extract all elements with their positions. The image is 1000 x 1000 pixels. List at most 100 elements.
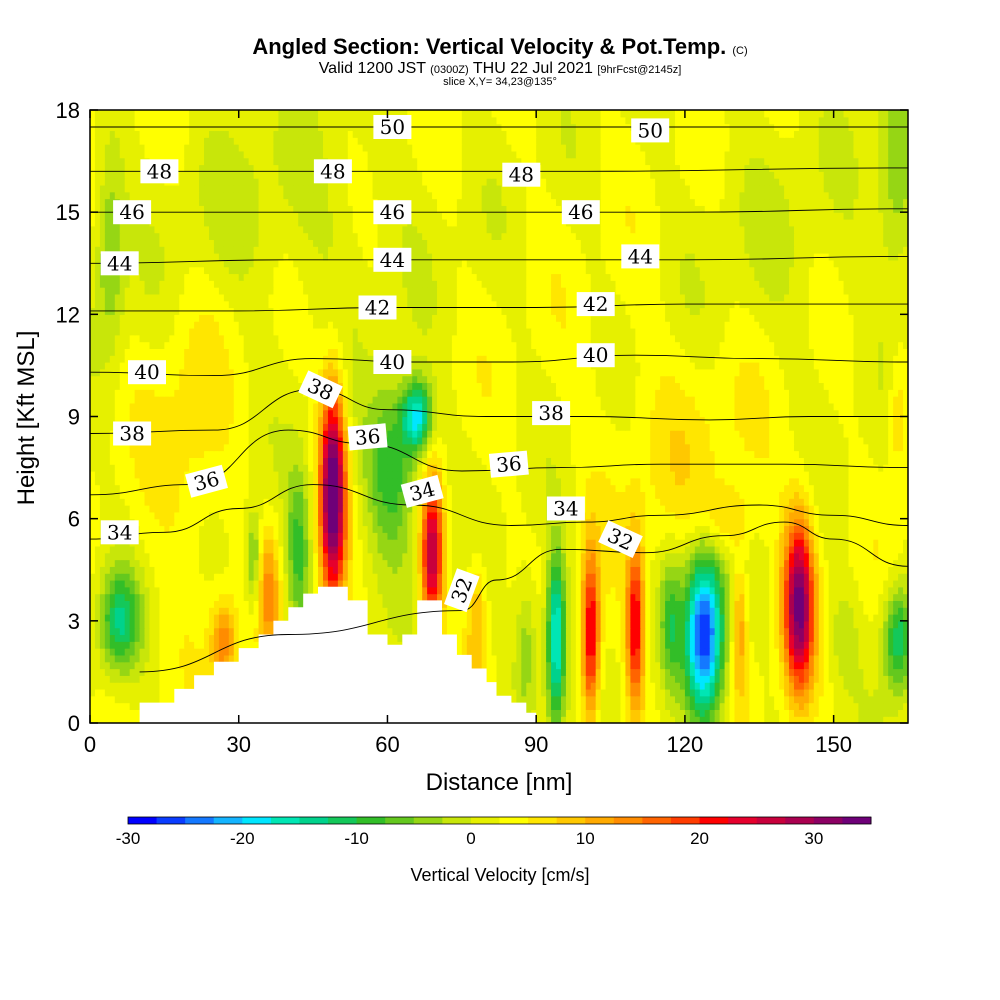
velocity-cell [392,539,398,547]
velocity-cell [689,532,696,540]
velocity-cell [630,709,636,717]
velocity-cell [392,573,398,581]
velocity-cell [288,545,294,554]
velocity-cell [883,709,889,717]
velocity-cell [813,654,820,663]
velocity-cell [164,532,170,540]
velocity-cell [556,709,562,717]
velocity-cell [749,552,755,561]
velocity-cell [551,661,557,670]
velocity-cell [630,600,636,608]
velocity-cell [446,614,453,622]
velocity-cell [843,566,850,574]
velocity-cell [808,539,815,547]
velocity-cell [144,539,151,547]
velocity-cell [258,566,265,574]
velocity-cell [318,552,324,561]
velocity-cell [808,614,815,622]
velocity-cell [670,525,676,533]
velocity-cell [169,627,175,636]
velocity-cell [590,709,597,717]
velocity-cell [630,620,636,629]
velocity-cell [164,695,170,704]
velocity-cell [367,518,374,527]
velocity-cell [684,648,691,656]
velocity-cell [684,668,691,676]
velocity-cell [709,593,716,601]
velocity-cell [873,545,879,554]
velocity-cell [481,607,488,615]
velocity-cell [511,627,517,636]
velocity-cell [486,532,493,540]
velocity-cell [729,600,736,608]
velocity-cell [774,607,780,615]
velocity-cell [774,573,780,581]
velocity-cell [278,511,284,520]
velocity-cell [833,614,840,622]
velocity-cell [481,627,488,636]
velocity-cell [600,675,607,683]
velocity-cell [149,573,156,581]
velocity-cell [501,586,508,595]
velocity-cell [323,573,329,581]
velocity-cell [308,545,314,554]
velocity-cell [615,627,622,636]
velocity-cell [650,641,656,649]
velocity-cell [858,702,864,710]
velocity-cell [853,627,860,636]
velocity-cell [432,586,438,595]
velocity-cell [501,579,508,588]
velocity-cell [273,566,279,574]
velocity-cell [625,668,631,676]
velocity-cell [541,532,547,540]
velocity-cell [179,518,185,527]
velocity-cell [427,525,433,533]
velocity-cell [823,614,830,622]
velocity-cell [169,525,175,533]
velocity-cell [283,573,289,581]
velocity-cell [179,552,185,561]
velocity-cell [888,702,894,710]
velocity-cell [377,627,384,636]
velocity-cell [124,709,131,717]
velocity-cell [635,648,641,656]
velocity-cell [650,539,656,547]
velocity-cell [90,593,96,601]
velocity-cell [645,709,651,717]
velocity-cell [506,579,512,588]
velocity-cell [551,668,557,676]
velocity-cell [184,539,190,547]
velocity-cell [154,661,161,670]
velocity-cell [813,586,820,595]
velocity-cell [739,600,745,608]
velocity-cell [600,682,607,690]
velocity-cell [645,559,651,567]
velocity-cell [437,532,443,540]
velocity-cell [734,716,741,723]
velocity-cell [536,573,542,581]
velocity-cell [223,648,230,656]
velocity-cell [481,566,488,574]
velocity-cell [298,532,304,540]
velocity-cell [595,634,602,642]
velocity-cell [739,716,745,723]
velocity-cell [610,702,617,710]
velocity-cell [551,675,557,683]
velocity-cell [863,559,869,567]
velocity-cell [779,668,785,676]
velocity-cell [808,675,815,683]
velocity-cell [689,695,696,704]
velocity-cell [704,695,711,704]
velocity-cell [808,525,815,533]
velocity-cell [119,675,126,683]
velocity-cell [585,579,592,588]
velocity-cell [769,648,775,656]
velocity-cell [873,648,879,656]
velocity-cell [476,654,483,663]
velocity-cell [784,661,790,670]
velocity-cell [714,654,721,663]
velocity-cell [764,614,770,622]
velocity-cell [670,532,676,540]
velocity-cell [268,511,275,520]
velocity-cell [149,675,156,683]
